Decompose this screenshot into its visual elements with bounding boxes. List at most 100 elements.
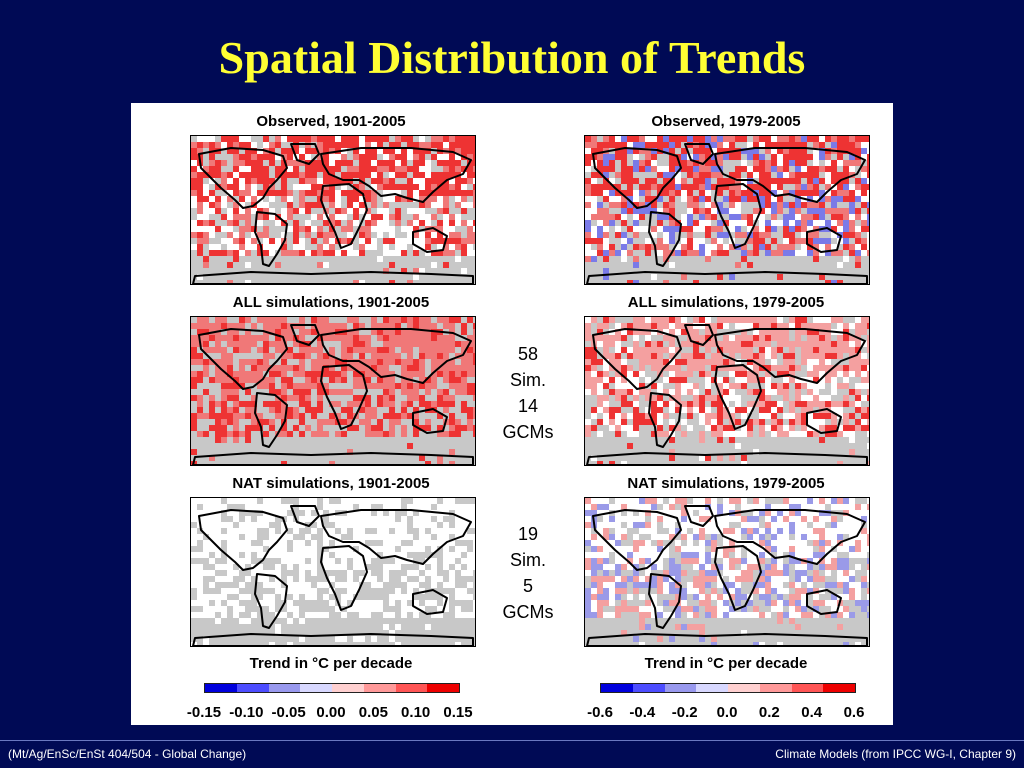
grid-cell (687, 455, 693, 461)
grid-cell (455, 136, 461, 142)
grid-cell (329, 455, 335, 461)
grid-cell (645, 413, 651, 419)
grid-cell (209, 395, 215, 401)
grid-cell (609, 401, 615, 407)
grid-cell (275, 329, 281, 335)
grid-cell (257, 401, 263, 407)
grid-cell (759, 377, 765, 383)
grid-cell (615, 341, 621, 347)
grid-cell (819, 431, 825, 437)
grid-cell (203, 353, 209, 359)
grid-cell (401, 250, 407, 256)
grid-cell (789, 142, 795, 148)
grid-cell (741, 407, 747, 413)
grid-cell (735, 136, 741, 142)
grid-cell (473, 208, 475, 214)
grid-cell (347, 383, 353, 389)
grid-cell (711, 455, 717, 461)
grid-cell (867, 154, 869, 160)
grid-cell (437, 461, 443, 465)
grid-cell (687, 413, 693, 419)
grid-cell (455, 202, 461, 208)
grid-cell (431, 280, 437, 284)
grid-cell (407, 335, 413, 341)
grid-cell (801, 226, 807, 232)
grid-cell (825, 359, 831, 365)
grid-cell (407, 208, 413, 214)
grid-cell (233, 365, 239, 371)
grid-cell (335, 455, 341, 461)
continent-outline (592, 147, 682, 209)
grid-cell (603, 389, 609, 395)
grid-cell (209, 431, 215, 437)
grid-cell (455, 280, 461, 284)
grid-cell (221, 226, 227, 232)
grid-cell (855, 244, 861, 250)
grid-cell (263, 178, 269, 184)
grid-cell (705, 401, 711, 407)
grid-cell (699, 256, 705, 262)
grid-cell (263, 323, 269, 329)
grid-cell (371, 232, 377, 238)
grid-cell (389, 461, 395, 465)
grid-cell (407, 401, 413, 407)
grid-cell (335, 220, 341, 226)
grid-cell (359, 226, 365, 232)
grid-cell (329, 256, 335, 262)
grid-cell (681, 443, 687, 449)
grid-cell (831, 244, 837, 250)
grid-cell (401, 359, 407, 365)
grid-cell (239, 196, 245, 202)
grid-cell (389, 383, 395, 389)
grid-cell (335, 365, 341, 371)
grid-cell (753, 419, 759, 425)
grid-cell (239, 226, 245, 232)
grid-cell (663, 268, 669, 274)
grid-cell (747, 214, 753, 220)
grid-cell (609, 371, 615, 377)
grid-cell (323, 449, 329, 455)
grid-cell (699, 353, 705, 359)
grid-cell (651, 419, 657, 425)
grid-cell (645, 419, 651, 425)
grid-cell (461, 347, 467, 353)
grid-cell (861, 461, 867, 465)
grid-cell (831, 142, 837, 148)
grid-cell (269, 353, 275, 359)
grid-cell (359, 389, 365, 395)
grid-cell (389, 220, 395, 226)
grid-cell (419, 238, 425, 244)
grid-cell (257, 256, 263, 262)
grid-cell (347, 407, 353, 413)
grid-cell (861, 214, 867, 220)
grid-cell (353, 437, 359, 443)
grid-cell (329, 262, 335, 268)
grid-cell (329, 431, 335, 437)
grid-cell (227, 425, 233, 431)
grid-cell (197, 262, 203, 268)
grid-cell (449, 184, 455, 190)
grid-cell (221, 329, 227, 335)
grid-cell (281, 449, 287, 455)
grid-cell (597, 280, 603, 284)
grid-cell (401, 389, 407, 395)
grid-cell (437, 449, 443, 455)
grid-cell (591, 208, 597, 214)
grid-cell (377, 208, 383, 214)
grid-cell (825, 323, 831, 329)
grid-cell (305, 274, 311, 280)
grid-cell (759, 142, 765, 148)
grid-cell (293, 449, 299, 455)
grid-cell (795, 371, 801, 377)
grid-cell (419, 335, 425, 341)
grid-cell (777, 184, 783, 190)
grid-cell (239, 244, 245, 250)
grid-cell (395, 238, 401, 244)
grid-cell (467, 347, 473, 353)
grid-cell (401, 190, 407, 196)
grid-cell (191, 329, 197, 335)
grid-cell (837, 208, 843, 214)
grid-cell (597, 323, 603, 329)
grid-cell (335, 232, 341, 238)
grid-cell (609, 196, 615, 202)
